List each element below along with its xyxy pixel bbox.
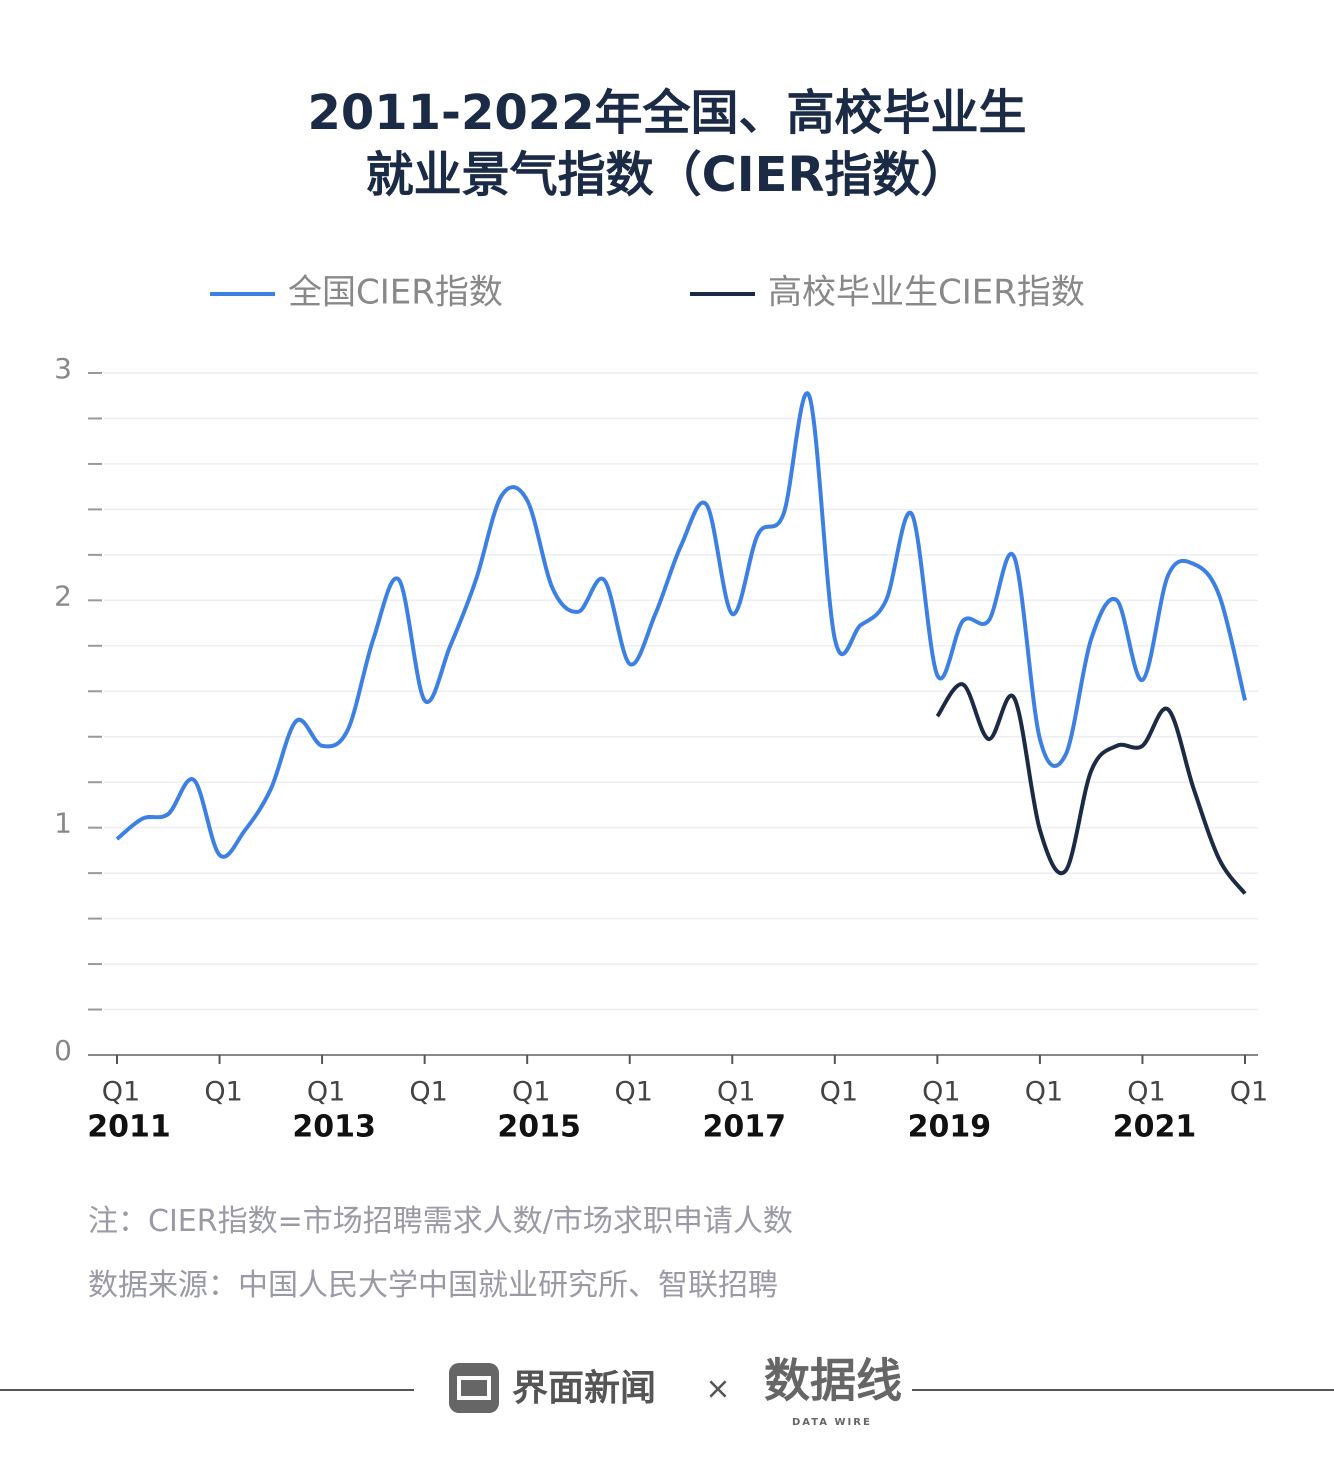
y-tick-label: 2 [54, 579, 72, 612]
y-tick-label: 1 [54, 807, 72, 840]
x-year-label: 2019 [908, 1110, 992, 1145]
x-tick-label: Q1 [1127, 1077, 1165, 1108]
logo-icon [449, 1363, 499, 1413]
x-tick-label: Q1 [922, 1077, 960, 1108]
legend-label: 高校毕业生CIER指数 [768, 273, 1085, 313]
note: 注：CIER指数=市场招聘需求人数/市场求职申请人数 [88, 1204, 793, 1239]
footer-left: 界面新闻 [512, 1368, 656, 1409]
source: 数据来源：中国人民大学中国就业研究所、智联招聘 [88, 1268, 778, 1303]
x-tick-label: Q1 [204, 1077, 242, 1108]
footer-right: 数据线 [764, 1354, 902, 1408]
y-tick-label: 3 [54, 352, 72, 385]
x-tick-label: Q1 [1025, 1077, 1063, 1108]
x-tick-label: Q1 [512, 1077, 550, 1108]
footer-sep: × [705, 1372, 730, 1407]
series-line [115, 391, 1247, 859]
x-year-label: 2021 [1113, 1110, 1197, 1145]
x-year-label: 2017 [703, 1110, 787, 1145]
footer-right-sub: DATA WIRE [792, 1417, 872, 1428]
logo-icon-mark [457, 1376, 491, 1400]
chart-title: 2011-2022年全国、高校毕业生 就业景气指数（CIER指数） [307, 85, 1027, 203]
y-tick-label: 0 [54, 1034, 72, 1067]
series-line [935, 682, 1247, 895]
x-tick-label: Q1 [409, 1077, 447, 1108]
x-year-label: 2013 [292, 1110, 376, 1145]
x-tick-label: Q1 [820, 1077, 858, 1108]
x-tick-label: Q1 [615, 1077, 653, 1108]
x-year-label: 2015 [497, 1110, 581, 1145]
x-year-label: 2011 [87, 1110, 171, 1145]
x-tick-label: Q1 [102, 1077, 140, 1108]
x-tick-label: Q1 [307, 1077, 345, 1108]
legend-label: 全国CIER指数 [288, 273, 503, 313]
x-tick-label: Q1 [1230, 1077, 1268, 1108]
x-tick-label: Q1 [717, 1077, 755, 1108]
